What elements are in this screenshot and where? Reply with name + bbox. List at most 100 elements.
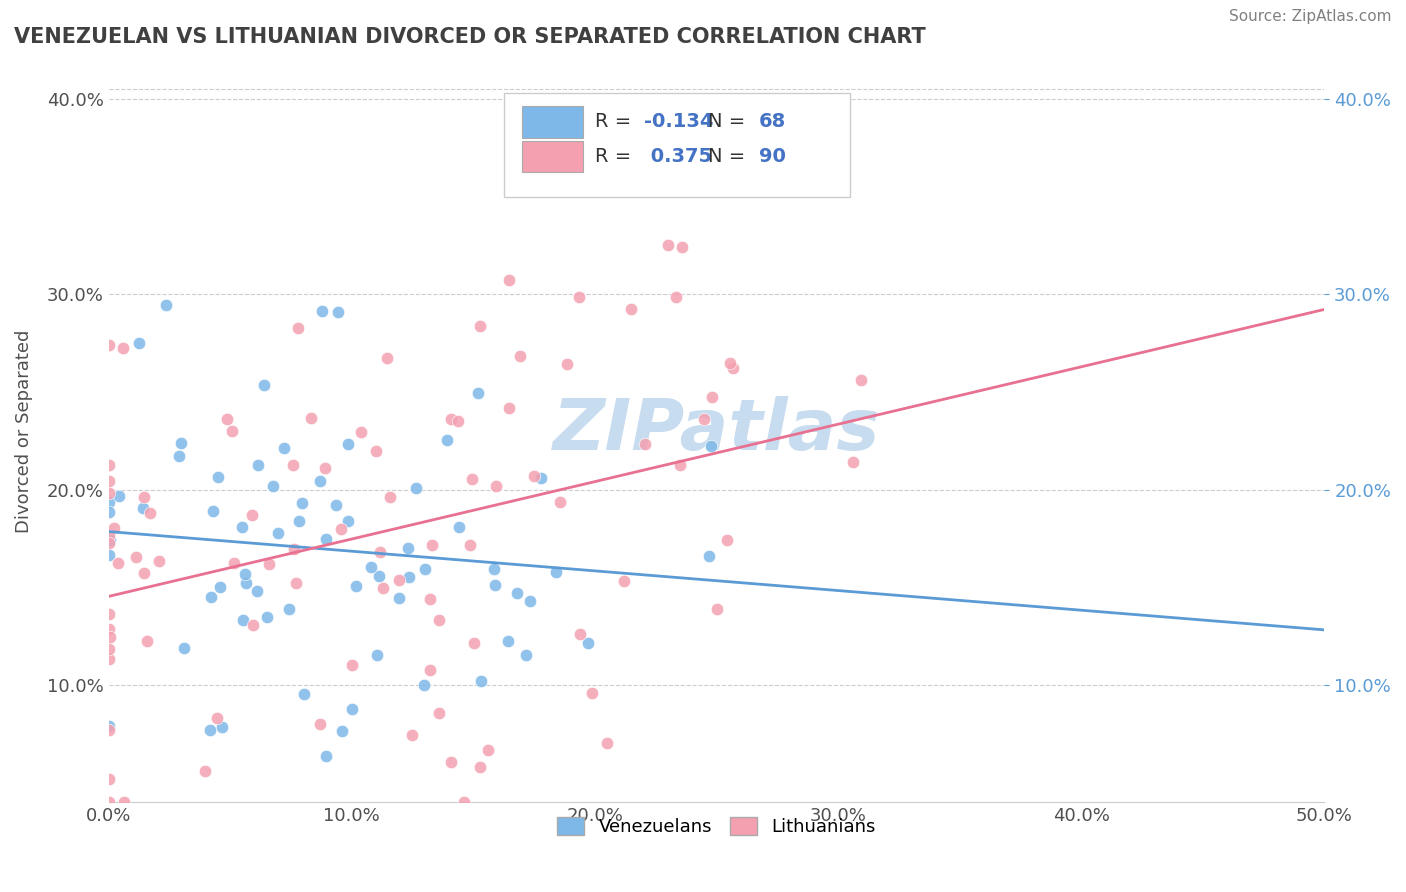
Point <box>224 557 246 571</box>
Point <box>449 519 471 533</box>
Point <box>700 439 723 453</box>
Point <box>114 795 136 809</box>
Point <box>371 581 394 595</box>
Point <box>366 648 388 662</box>
Point <box>484 562 506 576</box>
Point <box>485 479 508 493</box>
Point <box>420 538 443 552</box>
FancyBboxPatch shape <box>522 141 582 172</box>
Point <box>215 411 238 425</box>
Point <box>128 336 150 351</box>
Point <box>496 634 519 648</box>
Point <box>569 627 592 641</box>
Point <box>292 687 315 701</box>
Point <box>700 390 723 404</box>
Point <box>367 568 389 582</box>
Point <box>477 742 499 756</box>
Point <box>419 592 441 607</box>
Point <box>568 290 591 304</box>
Point <box>253 377 276 392</box>
Point <box>721 360 744 375</box>
Point <box>693 411 716 425</box>
Point <box>337 437 360 451</box>
Point <box>657 238 679 252</box>
Point <box>97 622 120 636</box>
Point <box>506 586 529 600</box>
Point <box>427 614 450 628</box>
Point <box>136 634 159 648</box>
Text: N =: N = <box>709 112 751 131</box>
Point <box>509 349 531 363</box>
Point <box>194 764 217 779</box>
Point <box>173 641 195 656</box>
Point <box>259 557 281 571</box>
Point <box>581 686 603 700</box>
Point <box>419 663 441 677</box>
Point <box>484 578 506 592</box>
Point <box>208 581 231 595</box>
Point <box>97 495 120 509</box>
Point <box>256 610 278 624</box>
Point <box>97 337 120 351</box>
Point <box>315 532 337 546</box>
Text: N =: N = <box>709 146 751 166</box>
Point <box>405 482 427 496</box>
Point <box>107 556 129 570</box>
Point <box>309 717 332 731</box>
Point <box>235 567 257 582</box>
Point <box>97 719 120 733</box>
Point <box>200 590 222 604</box>
Point <box>155 298 177 312</box>
Point <box>447 414 470 428</box>
Point <box>205 711 228 725</box>
Point <box>242 617 264 632</box>
Point <box>841 455 863 469</box>
Point <box>368 545 391 559</box>
Point <box>461 472 484 486</box>
Point <box>235 575 257 590</box>
Point <box>634 436 657 450</box>
Point <box>515 648 537 662</box>
Point <box>718 356 741 370</box>
Point <box>576 636 599 650</box>
Point <box>427 706 450 720</box>
Point <box>314 461 336 475</box>
Text: 68: 68 <box>759 112 786 131</box>
Point <box>467 385 489 400</box>
Point <box>97 529 120 543</box>
Point <box>232 613 254 627</box>
Point <box>98 630 121 644</box>
Point <box>413 562 436 576</box>
Point <box>103 521 125 535</box>
Point <box>468 760 491 774</box>
Point <box>287 515 309 529</box>
Point <box>207 470 229 484</box>
Point <box>671 240 693 254</box>
Point <box>97 772 120 787</box>
Point <box>299 411 322 425</box>
Point <box>620 302 643 317</box>
Point <box>97 505 120 519</box>
Point <box>112 342 135 356</box>
Point <box>132 566 155 580</box>
Point <box>548 494 571 508</box>
Point <box>596 736 619 750</box>
Point <box>340 658 363 673</box>
Point <box>240 508 263 522</box>
Point <box>283 542 305 557</box>
Point <box>439 756 461 770</box>
Point <box>364 444 387 458</box>
Point <box>97 723 120 738</box>
Point <box>706 602 728 616</box>
Point <box>262 479 284 493</box>
Point <box>555 357 578 371</box>
Point <box>315 749 337 764</box>
Point <box>139 507 162 521</box>
Point <box>291 496 314 510</box>
Point <box>330 523 353 537</box>
Text: Source: ZipAtlas.com: Source: ZipAtlas.com <box>1229 9 1392 24</box>
Point <box>211 720 233 734</box>
Point <box>436 433 458 447</box>
Point <box>337 514 360 528</box>
Point <box>401 729 423 743</box>
